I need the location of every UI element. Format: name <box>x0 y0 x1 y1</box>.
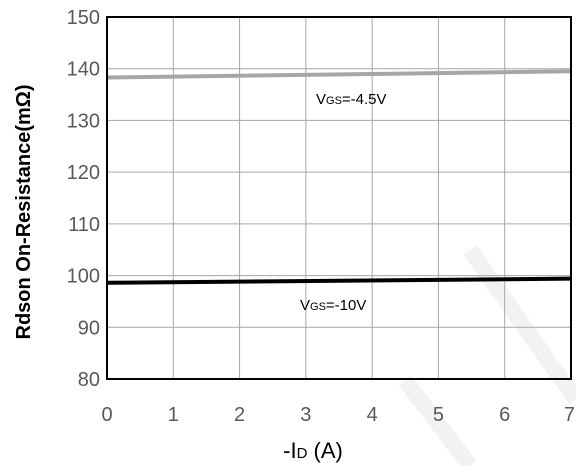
x-tick-label: 7 <box>564 404 575 426</box>
series-label-prefix: V <box>300 297 310 314</box>
series-line-0 <box>106 69 572 80</box>
y-tick-label: 90 <box>78 317 100 339</box>
x-tick-label: 2 <box>234 404 245 426</box>
y-tick-label: 100 <box>67 266 100 288</box>
watermark-stroke <box>463 245 576 405</box>
series-label-vgs-4-5: VGS=-4.5V <box>316 91 387 108</box>
x-tick-label: 6 <box>499 404 510 426</box>
x-axis-label: -ID (A) <box>283 438 343 463</box>
series-label-suffix: =-4.5V <box>342 91 387 108</box>
y-tick-label: 130 <box>67 110 100 132</box>
series-label-sub: GS <box>326 95 342 107</box>
x-tick-label: 4 <box>367 404 378 426</box>
x-tick-label: 1 <box>168 404 179 426</box>
y-tick-labels: 80 90 100 110 120 130 140 150 <box>67 7 100 391</box>
y-axis-label: Rdson On-Resistance(mΩ) <box>13 85 35 340</box>
y-tick-label: 150 <box>67 7 100 29</box>
series-line-1 <box>106 276 572 285</box>
series-label-suffix: =-10V <box>326 297 366 314</box>
x-tick-label: 3 <box>300 404 311 426</box>
x-tick-label: 0 <box>101 404 112 426</box>
plot-frame <box>106 16 572 380</box>
y-tick-label: 120 <box>67 162 100 184</box>
y-tick-label: 80 <box>78 369 100 391</box>
y-tick-label: 110 <box>68 214 100 236</box>
series-label-sub: GS <box>310 301 326 313</box>
series-label-prefix: V <box>316 91 326 108</box>
x-tick-labels: 0 1 2 3 4 5 6 7 <box>101 404 575 426</box>
y-tick-label: 140 <box>67 59 100 81</box>
x-axis-label-prefix: -I <box>283 438 296 463</box>
watermark-stroke <box>398 375 477 466</box>
x-axis-label-suffix: (A) <box>307 438 342 463</box>
x-tick-label: 5 <box>433 404 444 426</box>
x-axis-label-sub: D <box>297 445 308 462</box>
series-label-vgs-10: VGS=-10V <box>300 297 366 314</box>
series-group <box>106 69 572 285</box>
